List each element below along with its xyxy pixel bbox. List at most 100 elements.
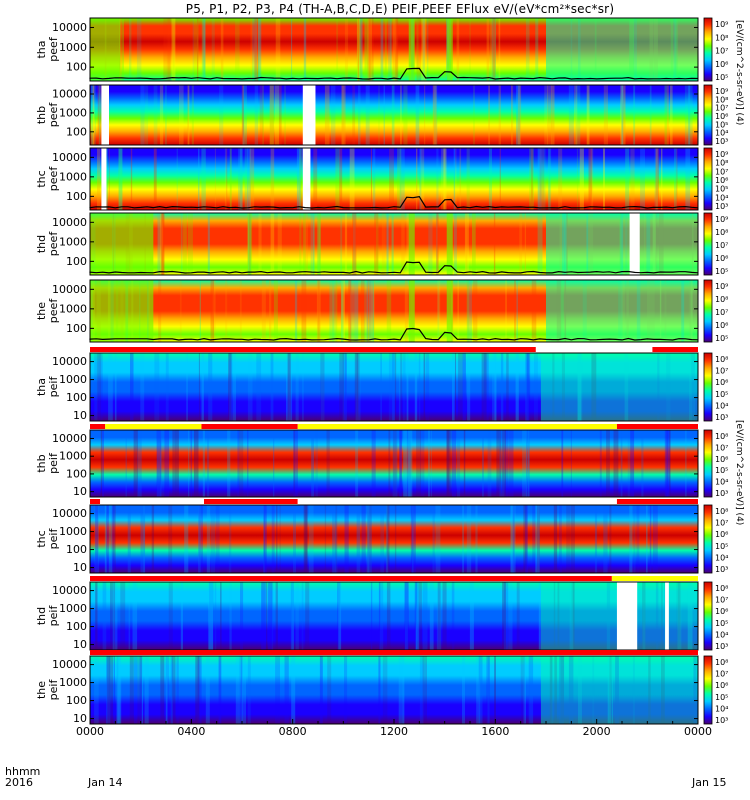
spectrogram-streak — [506, 353, 509, 421]
colorbar-tick-label: 10⁴ — [715, 401, 728, 410]
spectrogram-streak — [401, 213, 405, 275]
spectrogram-streak — [249, 213, 251, 275]
spectrogram-streak — [289, 353, 293, 421]
quality-flag-segment — [652, 347, 698, 352]
spectrogram-streak — [201, 148, 206, 210]
colorbar-tick-label: 10⁴ — [715, 553, 728, 562]
colorbar-tick-label: 10⁸ — [715, 295, 728, 304]
y-tick-label: 10000 — [52, 88, 87, 101]
spectrogram-streak — [538, 582, 541, 650]
spectrogram-streak — [235, 18, 240, 81]
spectrogram-streak — [487, 430, 492, 497]
colorbar-tick-label: 10⁹ — [715, 150, 728, 159]
spectrogram-streak — [160, 430, 165, 497]
spectrogram-streak — [436, 148, 439, 210]
spectrogram-streak — [294, 280, 298, 342]
spectrogram-streak — [316, 280, 321, 342]
spectrogram-streak — [97, 148, 101, 210]
spectrogram-streak — [344, 656, 348, 724]
spectrogram-streak — [211, 18, 215, 81]
spectrogram-streak — [336, 18, 339, 81]
colorbar-tick-label: 10⁶ — [715, 254, 728, 263]
spectrogram-streak — [607, 656, 611, 724]
data-gap — [302, 148, 311, 210]
spectrogram-streak — [354, 353, 359, 421]
spectrogram-streak — [299, 148, 303, 210]
spectrogram-streak — [367, 18, 371, 81]
spectrogram-streak — [227, 430, 231, 497]
panel-frame — [89, 429, 699, 498]
spectrogram-streak — [666, 353, 671, 421]
spectrogram-streak — [335, 505, 338, 573]
spectrogram-streak — [311, 430, 315, 497]
quality-flag-segment — [611, 576, 698, 581]
spectrogram-streak — [247, 213, 252, 275]
probe-label: thc — [35, 170, 48, 187]
spectrogram-streak — [165, 85, 167, 145]
y-tick-label: 1000 — [59, 450, 87, 463]
spectrogram-streak — [94, 353, 98, 421]
colorbar — [703, 212, 713, 276]
spectrogram-streak — [510, 505, 514, 573]
spectrogram-streak — [273, 280, 278, 342]
spectrogram-streak — [523, 656, 525, 724]
colorbar-tick-label: 10⁷ — [715, 443, 728, 452]
spectrogram-streak — [386, 582, 391, 650]
probe-label: tha — [35, 40, 48, 58]
spectrogram-streak — [162, 213, 165, 275]
spectrogram-streak — [160, 213, 164, 275]
spectrogram-streak — [228, 353, 232, 421]
spectrogram-streak — [402, 353, 406, 421]
spectrogram-streak — [633, 505, 636, 573]
spectrogram-streak — [399, 148, 405, 210]
spectrogram-streak — [380, 353, 382, 421]
y-tick-label: 10000 — [52, 151, 87, 164]
spectrogram-streak — [240, 656, 243, 724]
spectrogram-streak — [685, 148, 691, 210]
colorbar-tick-label: 10⁶ — [715, 455, 728, 464]
x-axis-year-label: 2016 — [5, 776, 33, 789]
colorbar-tick-label: 10⁶ — [715, 530, 728, 539]
spectrogram-streak — [498, 85, 501, 145]
spectrogram-streak — [273, 430, 275, 497]
spectrogram-streak — [341, 85, 346, 145]
spectrogram-streak — [214, 582, 217, 650]
spectrogram-streak — [489, 18, 491, 81]
quality-flag-segment — [201, 424, 298, 429]
spectrogram-streak — [165, 656, 168, 724]
spectrogram-streak — [356, 505, 361, 573]
panel-the-peef: 10000 1000 100 the peef 10⁹ 10⁸ 10⁷ 10⁶ 10⁵ — [35, 279, 728, 343]
spectrogram-streak — [678, 582, 681, 650]
colorbar — [703, 352, 713, 422]
spectrogram-streak — [268, 582, 273, 650]
colorbar-tick-label: 10⁴ — [715, 630, 728, 639]
spectrogram-streak — [256, 353, 262, 421]
spectrogram-streak — [367, 505, 372, 573]
spectrogram-streak — [586, 85, 590, 145]
spectrogram-streak — [324, 85, 330, 145]
spectrogram-streak — [358, 85, 361, 145]
spectrogram-streak — [625, 148, 630, 210]
spectrogram-streak — [394, 353, 397, 421]
spectrogram-streak — [261, 582, 266, 650]
spectrogram-streak — [453, 148, 456, 210]
spectrogram-streak — [183, 213, 187, 275]
spectrogram-streak — [466, 280, 470, 342]
spectrogram-streak — [383, 85, 385, 145]
spectrogram-streak — [378, 582, 381, 650]
spectrogram-streak — [526, 353, 530, 421]
colorbar-tick-label: 10⁸ — [715, 658, 728, 667]
spectrogram-streak — [291, 582, 294, 650]
spectrogram-streak — [554, 656, 557, 724]
panel-frame — [89, 147, 699, 211]
spectrogram-streak — [293, 505, 296, 573]
spectrogram-streak — [357, 18, 359, 81]
colorbar-tick-label: 10⁹ — [715, 87, 728, 96]
spectrogram-streak — [422, 656, 427, 724]
spectrogram-streak — [416, 582, 419, 650]
spectrogram-streak — [170, 656, 173, 724]
spectrogram-streak — [238, 430, 244, 497]
y-tick-label: 10000 — [52, 355, 87, 368]
spectrogram-streak — [188, 430, 190, 497]
pre-sheath-region — [90, 280, 154, 342]
